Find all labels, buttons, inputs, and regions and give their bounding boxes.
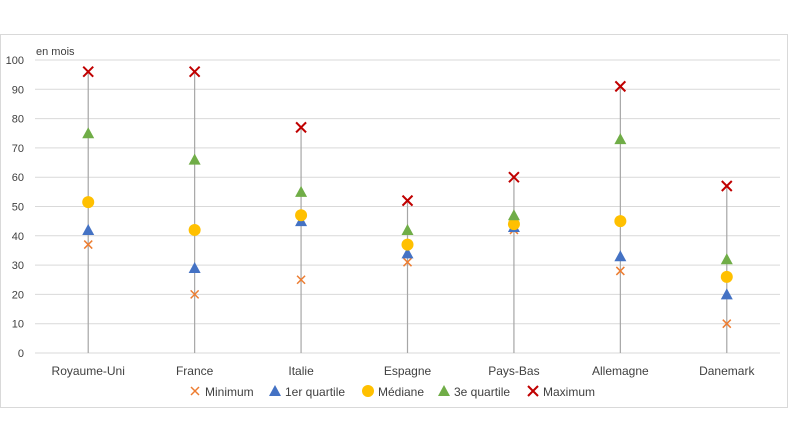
marker-mediane bbox=[614, 215, 627, 228]
chart-area bbox=[0, 34, 788, 408]
legend-label: 1er quartile bbox=[285, 385, 345, 399]
data-markers bbox=[82, 66, 733, 329]
marker-mediane bbox=[295, 209, 308, 222]
marker-1er-quartile bbox=[720, 288, 733, 300]
y-tick-label: 10 bbox=[12, 319, 24, 331]
marker-mediane bbox=[401, 238, 414, 251]
marker-maximum bbox=[721, 180, 733, 192]
legend-marker-mediane bbox=[362, 385, 374, 397]
legend-item-minimum: Minimum bbox=[190, 385, 254, 399]
y-tick-label: 50 bbox=[12, 202, 24, 214]
x-category-label: Espagne bbox=[384, 364, 432, 378]
marker-mediane bbox=[188, 223, 201, 236]
marker-minimum bbox=[615, 266, 625, 276]
marker-1er-quartile bbox=[188, 262, 201, 274]
marker-3e-quartile bbox=[401, 223, 414, 235]
y-tick-label: 30 bbox=[12, 260, 24, 272]
y-tick-label: 40 bbox=[12, 231, 24, 243]
legend-item-mediane: Médiane bbox=[362, 385, 424, 399]
marker-maximum bbox=[188, 66, 201, 78]
marker-3e-quartile bbox=[507, 209, 520, 221]
y-tick-label: 70 bbox=[12, 143, 24, 155]
y-tick-label: 60 bbox=[12, 172, 24, 184]
marker-1er-quartile bbox=[401, 247, 414, 259]
x-category-label: Pays-Bas bbox=[488, 364, 539, 378]
legend-marker-maximum bbox=[527, 385, 539, 397]
x-category-label: Allemagne bbox=[592, 364, 649, 378]
marker-3e-quartile bbox=[82, 127, 95, 139]
marker-maximum bbox=[508, 171, 520, 183]
legend-marker-1er-quartile bbox=[269, 385, 281, 396]
y-tick-label: 90 bbox=[12, 84, 24, 96]
legend-marker-3e-quartile bbox=[438, 385, 450, 396]
range-lines bbox=[87, 71, 728, 353]
x-category-label: Royaume-Uni bbox=[52, 364, 125, 378]
legend: Minimum 1er quartile Médiane 3e quartile Max… bbox=[190, 385, 595, 399]
x-axis-categories: Royaume-Uni France Italie Espagne Pays-Bas Al… bbox=[52, 364, 756, 378]
x-category-label: France bbox=[176, 364, 214, 378]
marker-mediane bbox=[82, 196, 95, 209]
marker-mediane bbox=[720, 270, 733, 283]
marker-minimum bbox=[722, 319, 732, 329]
marker-minimum bbox=[190, 289, 200, 299]
marker-3e-quartile bbox=[188, 153, 201, 165]
legend-label: Médiane bbox=[378, 385, 424, 399]
legend-item-maximum: Maximum bbox=[527, 385, 595, 399]
legend-marker-minimum bbox=[190, 386, 200, 396]
marker-3e-quartile bbox=[720, 253, 733, 265]
marker-1er-quartile bbox=[82, 223, 95, 235]
y-tick-label: 20 bbox=[12, 289, 24, 301]
marker-minimum bbox=[83, 240, 93, 250]
y-tick-label: 100 bbox=[6, 55, 24, 67]
marker-minimum bbox=[402, 257, 413, 267]
marker-maximum bbox=[295, 121, 307, 134]
legend-label: Maximum bbox=[543, 385, 595, 399]
marker-maximum bbox=[82, 66, 94, 78]
y-axis-ticks: 0 10 20 30 40 50 60 70 80 90 100 bbox=[6, 55, 24, 360]
y-axis-unit-label: en mois bbox=[36, 46, 75, 58]
x-category-label: Danemark bbox=[699, 364, 755, 378]
legend-item-3e-quartile: 3e quartile bbox=[438, 385, 510, 399]
marker-maximum bbox=[614, 80, 627, 93]
marker-3e-quartile bbox=[614, 133, 627, 145]
x-category-label: Italie bbox=[288, 364, 314, 378]
marker-mediane bbox=[507, 218, 520, 231]
marker-maximum bbox=[401, 194, 414, 207]
marker-1er-quartile bbox=[614, 250, 627, 262]
gridlines bbox=[35, 59, 780, 354]
legend-label: 3e quartile bbox=[454, 385, 510, 399]
y-tick-label: 80 bbox=[12, 114, 24, 126]
marker-3e-quartile bbox=[295, 185, 308, 197]
legend-item-1er-quartile: 1er quartile bbox=[269, 385, 345, 399]
y-tick-label: 0 bbox=[18, 348, 24, 360]
legend-label: Minimum bbox=[205, 385, 254, 399]
marker-minimum bbox=[296, 275, 306, 285]
